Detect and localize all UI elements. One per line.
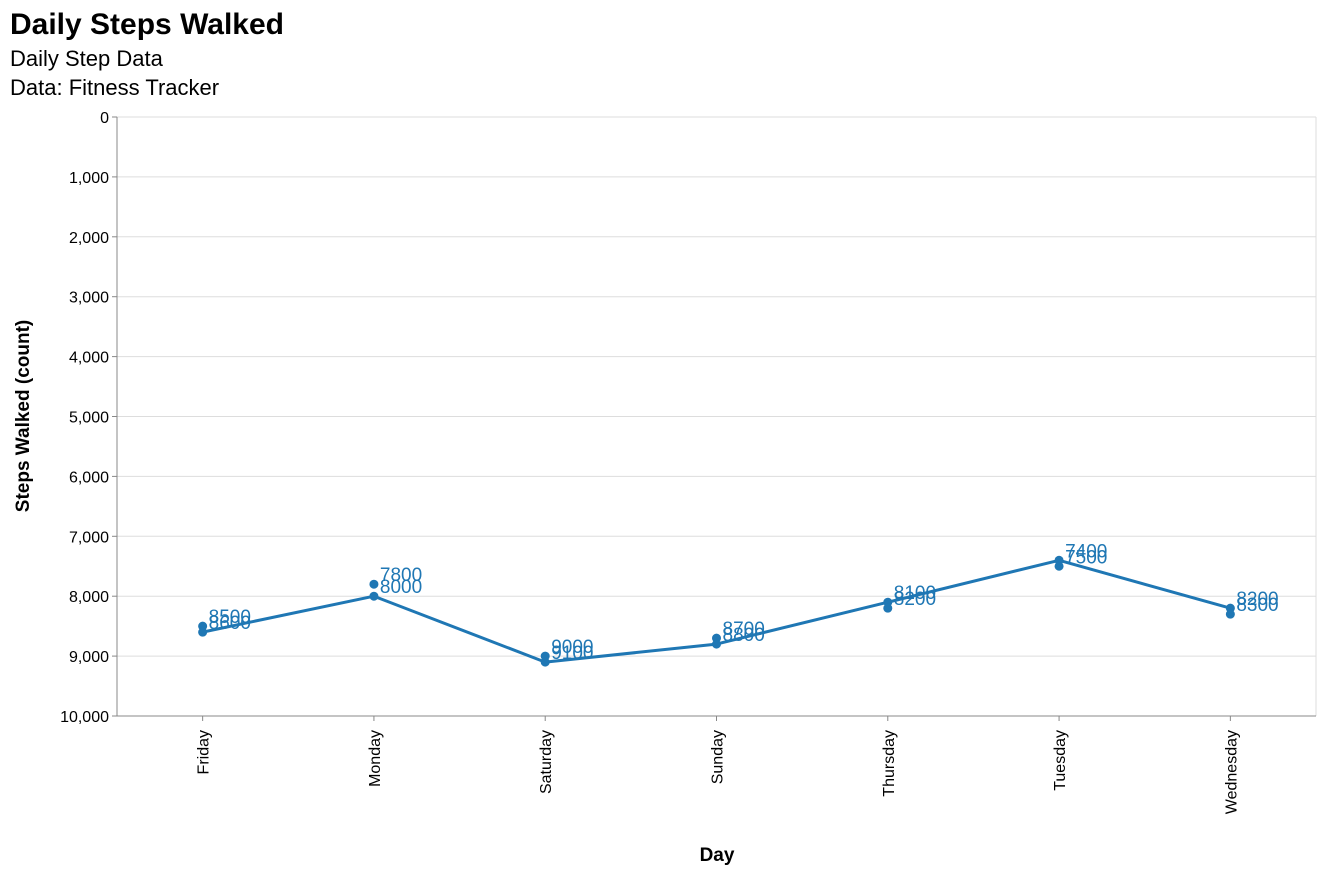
chart-subtitle-line-1: Daily Step Data <box>10 46 163 71</box>
data-label: 7400 <box>1065 541 1107 562</box>
data-label: 7500 <box>1065 547 1107 568</box>
y-tick-label: 3,000 <box>69 290 109 307</box>
chart-header: Daily Steps Walked Daily Step Data Data:… <box>10 6 284 102</box>
data-label: 7800 <box>380 565 422 586</box>
data-point <box>1054 561 1064 571</box>
x-tick-label: Wednesday <box>1223 730 1240 814</box>
y-tick-label: 1,000 <box>69 170 109 187</box>
data-point <box>883 603 893 613</box>
y-tick-label: 7,000 <box>69 529 109 546</box>
y-tick-label: 6,000 <box>69 469 109 486</box>
data-label: 8200 <box>1236 589 1278 610</box>
x-axis: Friday Monday Saturday Sunday Thursday Tuesda… <box>117 715 1316 814</box>
x-tick-label: Tuesday <box>1052 730 1069 791</box>
x-tick-label: Friday <box>196 730 213 774</box>
data-point <box>198 627 208 637</box>
data-label: 8100 <box>894 583 936 604</box>
data-labels: 8500860078008000900091008700880081008200… <box>209 541 1279 664</box>
data-point <box>369 591 379 601</box>
data-label: 9000 <box>551 637 593 658</box>
x-tick-label: Monday <box>367 730 384 787</box>
y-tick-label: 8,000 <box>69 589 109 606</box>
y-tick-label: 9,000 <box>69 649 109 666</box>
y-axis-title: Steps Walked (count) <box>13 320 34 512</box>
chart-subtitle-line-2: Data: Fitness Tracker <box>10 75 220 100</box>
y-tick-label: 4,000 <box>69 350 109 367</box>
data-label: 8800 <box>723 625 765 646</box>
y-tick-label: 10,000 <box>60 709 109 726</box>
x-tick-label: Thursday <box>881 730 898 797</box>
x-axis-title: Day <box>700 845 735 866</box>
data-point <box>1225 609 1235 619</box>
y-tick-label: 2,000 <box>69 230 109 247</box>
data-label: 8200 <box>894 589 936 610</box>
gridlines <box>117 116 1317 717</box>
y-axis: 0 1,000 2,000 3,000 4,000 5,000 6,000 7,000 8,00… <box>60 110 118 726</box>
y-tick-label: 0 <box>100 110 109 127</box>
data-label: 8000 <box>380 577 422 598</box>
data-label: 8600 <box>209 613 251 634</box>
x-tick-label: Saturday <box>538 730 555 794</box>
data-label: 9100 <box>551 643 593 664</box>
x-tick-label: Sunday <box>710 730 727 784</box>
data-label: 8700 <box>723 619 765 640</box>
data-point <box>369 579 379 589</box>
chart-title: Daily Steps Walked <box>10 8 284 41</box>
data-point <box>540 657 550 667</box>
data-point <box>712 639 721 649</box>
y-tick-label: 5,000 <box>69 410 109 427</box>
series-steps <box>198 555 1235 667</box>
data-label: 8500 <box>209 607 251 628</box>
data-label: 8300 <box>1236 595 1278 616</box>
